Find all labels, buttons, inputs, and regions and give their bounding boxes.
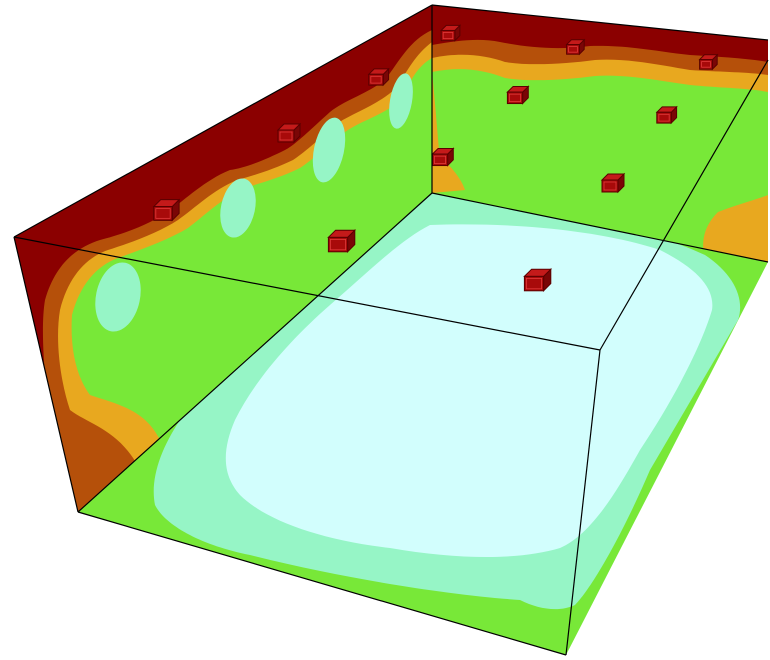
marker-cube bbox=[276, 122, 302, 144]
left-wall-mint-spot-2 bbox=[220, 178, 256, 238]
marker-cube-detail bbox=[526, 277, 543, 290]
edge-top-left bbox=[13, 4, 433, 238]
marker-cube-detail bbox=[329, 238, 346, 251]
edge-right-top bbox=[599, 59, 769, 351]
marker-cube bbox=[431, 147, 455, 167]
marker-cube bbox=[439, 24, 462, 42]
marker-cube-front bbox=[440, 29, 456, 42]
marker-cube-front bbox=[566, 44, 580, 55]
marker-cube-front bbox=[327, 236, 349, 253]
marker-cube bbox=[565, 38, 586, 56]
left-wall-band-green bbox=[71, 58, 432, 500]
marker-cube-detail bbox=[508, 93, 521, 102]
marker-cube bbox=[655, 105, 678, 125]
marker-cube-front bbox=[699, 59, 713, 70]
marker-cube-detail bbox=[279, 131, 293, 141]
marker-cube bbox=[152, 198, 181, 222]
marker-cube bbox=[506, 85, 530, 105]
marker-cube-detail bbox=[433, 155, 446, 164]
marker-cube-front bbox=[523, 275, 545, 292]
room-edges bbox=[13, 4, 769, 656]
marker-cube-detail bbox=[658, 113, 670, 122]
marker-cube bbox=[523, 267, 553, 293]
left-wall-mint-spot-1 bbox=[95, 262, 141, 332]
marker-cube-detail bbox=[701, 61, 711, 68]
left-wall-mint-spot-3 bbox=[312, 117, 346, 183]
marker-cube bbox=[327, 228, 357, 254]
marker-cube-detail bbox=[568, 46, 578, 53]
marker-cube bbox=[698, 53, 719, 71]
edge-front-top bbox=[13, 236, 601, 351]
edge-front-left-vertical bbox=[13, 236, 79, 513]
marker-cube-front bbox=[601, 179, 619, 193]
marker-cube-front bbox=[153, 206, 173, 221]
floor-band-cyan bbox=[225, 224, 713, 558]
marker-cube-front bbox=[368, 73, 384, 86]
edge-front-right-vertical bbox=[565, 349, 601, 656]
left-wall-mint-spot-4 bbox=[389, 73, 413, 129]
edge-floor-left bbox=[77, 192, 433, 513]
marker-cube-front bbox=[277, 129, 295, 143]
edge-top-back bbox=[431, 4, 769, 41]
marker-cube bbox=[367, 67, 390, 87]
marker-cube-front bbox=[506, 91, 524, 105]
marker-cube-detail bbox=[370, 75, 382, 84]
marker-cube-detail bbox=[603, 181, 617, 191]
marker-cube-front bbox=[656, 111, 672, 124]
edge-floor-back bbox=[431, 192, 769, 263]
edge-front-bottom bbox=[77, 511, 567, 656]
marker-cube-detail bbox=[442, 32, 454, 40]
marker-cube bbox=[600, 172, 626, 194]
marker-cube-detail bbox=[155, 208, 171, 219]
marker-group bbox=[152, 24, 719, 293]
